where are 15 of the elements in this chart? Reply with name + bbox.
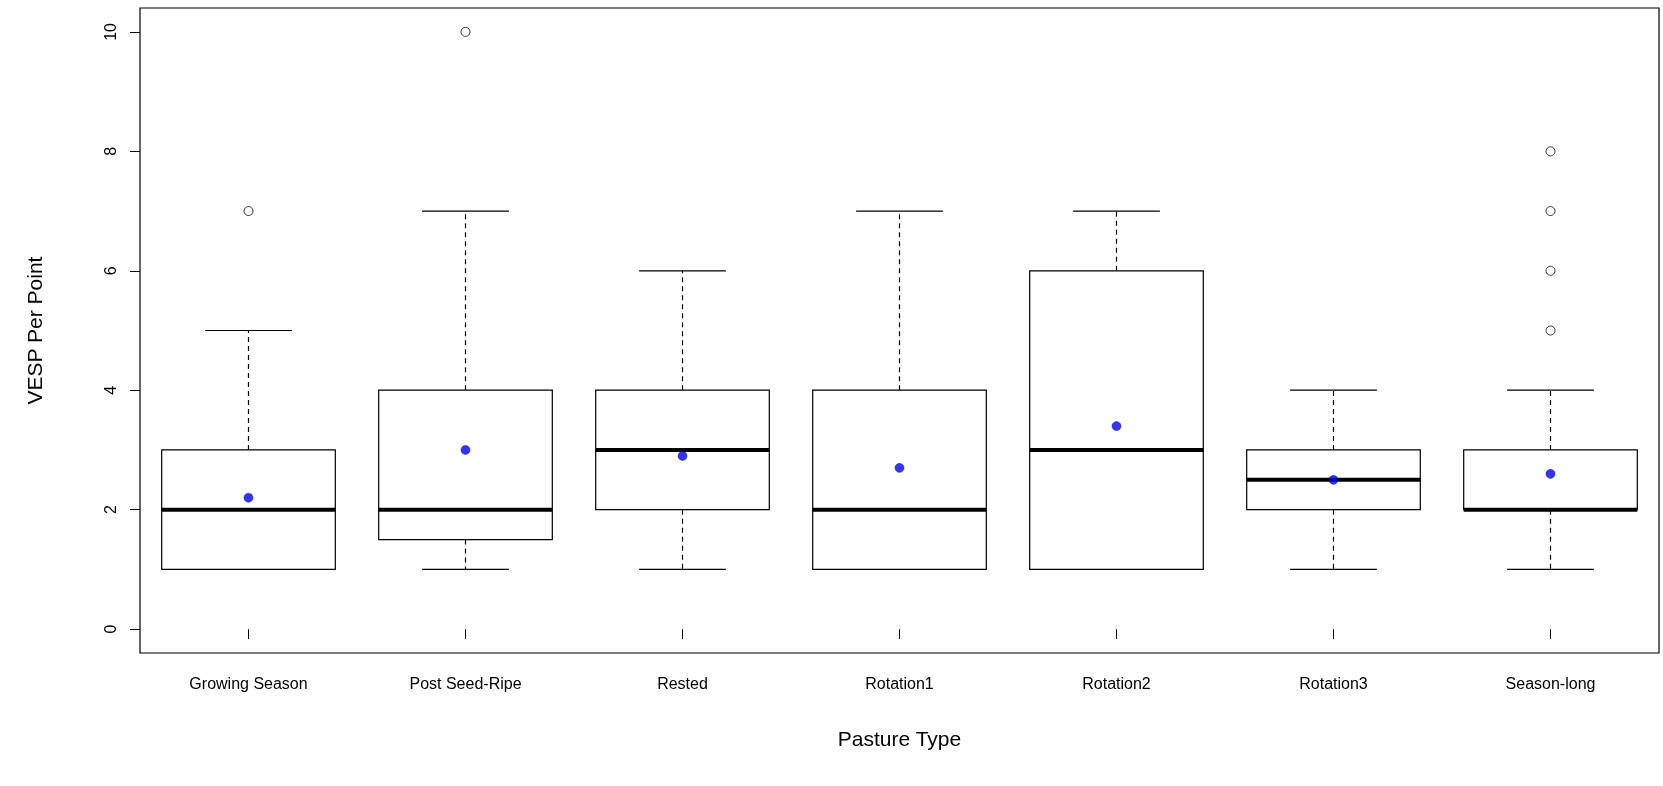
x-tick-label: Rotation2 xyxy=(1082,674,1151,692)
x-tick-label: Rotation1 xyxy=(865,674,934,692)
x-tick-label: Season-long xyxy=(1505,674,1596,692)
y-tick-label: 4 xyxy=(101,385,119,395)
y-tick-label: 0 xyxy=(101,624,119,634)
y-tick-label: 10 xyxy=(101,22,119,41)
y-axis-title: VESP Per Point xyxy=(23,256,46,405)
y-tick-label: 6 xyxy=(101,266,119,276)
x-tick-label: Rotation3 xyxy=(1299,674,1368,692)
x-axis-title: Pasture Type xyxy=(837,727,962,750)
x-tick-label: Growing Season xyxy=(189,674,308,692)
y-tick-label: 2 xyxy=(101,505,119,515)
x-tick-label: Post Seed-Ripe xyxy=(409,674,522,692)
y-tick-label: 8 xyxy=(101,146,119,156)
x-tick-label: Rested xyxy=(657,674,708,692)
